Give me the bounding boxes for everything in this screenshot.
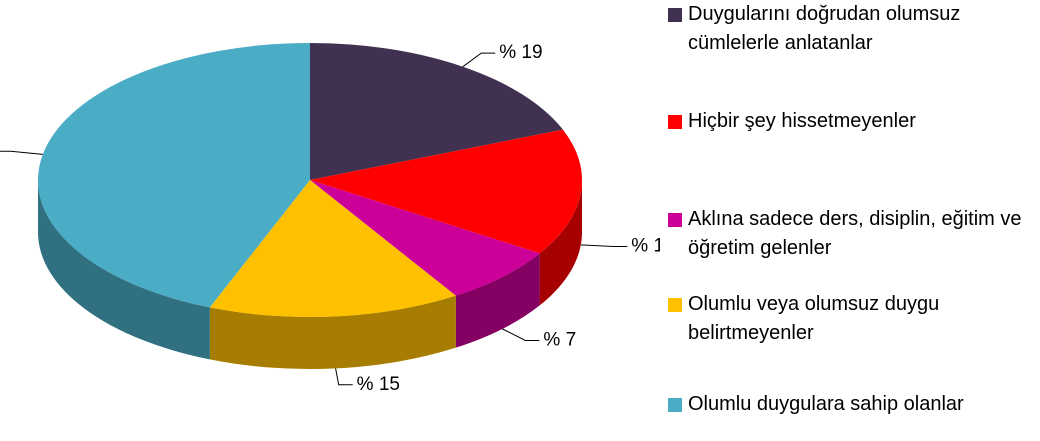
leader-line	[580, 244, 628, 247]
legend-swatch	[668, 8, 682, 22]
legend-item: Olumlu veya olumsuz duygu belirtmeyenler	[668, 290, 1028, 348]
legend-swatch	[668, 213, 682, 227]
data-label: % 19	[499, 42, 542, 63]
legend-item: Hiçbir şey hissetmeyenler	[668, 107, 1028, 136]
legend-label: Olumlu veya olumsuz duygu belirtmeyenler	[688, 293, 940, 344]
legend-label: Olumlu duygulara sahip olanlar	[688, 393, 964, 415]
slice	[209, 180, 456, 317]
wall-shade	[209, 295, 456, 369]
leader-line	[335, 368, 353, 386]
legend-label: Duygularını doğrudan olumsuz cümlelerle …	[688, 3, 961, 54]
slice	[310, 129, 582, 254]
legend-item: Duygularını doğrudan olumsuz cümlelerle …	[668, 0, 1028, 58]
legend-swatch	[668, 298, 682, 312]
leader-line	[0, 150, 43, 155]
slice-wall	[38, 180, 210, 360]
slice-wall	[209, 295, 456, 369]
slice	[38, 42, 310, 308]
leader-line	[462, 52, 496, 68]
leader-line	[502, 328, 540, 341]
data-label: % 7	[543, 330, 576, 351]
slice-wall	[455, 253, 540, 348]
data-label: % 15	[357, 374, 400, 395]
slice	[310, 180, 540, 296]
legend-swatch	[668, 115, 682, 129]
legend-item: Olumlu duygulara sahip olanlar	[668, 390, 1028, 419]
wall-shade	[539, 180, 582, 306]
slice-wall	[539, 180, 582, 306]
wall-shade	[455, 253, 540, 348]
data-label: % 15	[631, 235, 660, 256]
legend-label: Aklına sadece ders, disiplin, eğitim ve …	[688, 208, 1022, 259]
pie-area: % 19% 15% 7% 15% 44	[0, 42, 660, 395]
legend-item: Aklına sadece ders, disiplin, eğitim ve …	[668, 205, 1028, 263]
wall-shade	[38, 180, 210, 360]
legend-swatch	[668, 398, 682, 412]
slice	[310, 43, 563, 180]
legend-label: Hiçbir şey hissetmeyenler	[688, 110, 916, 132]
